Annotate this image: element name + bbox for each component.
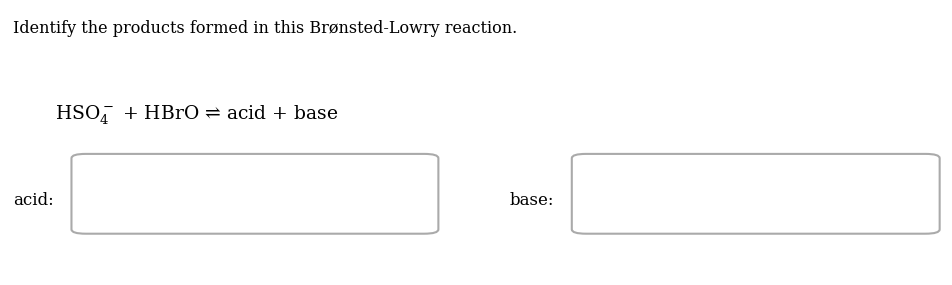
FancyBboxPatch shape xyxy=(571,154,939,234)
Text: Identify the products formed in this Brønsted-Lowry reaction.: Identify the products formed in this Brø… xyxy=(13,20,517,37)
FancyBboxPatch shape xyxy=(71,154,438,234)
Text: $\mathregular{HSO_4^-}$ + HBrO ⇌ acid + base: $\mathregular{HSO_4^-}$ + HBrO ⇌ acid + … xyxy=(55,103,338,125)
Text: acid:: acid: xyxy=(13,192,54,209)
Text: base:: base: xyxy=(509,192,554,209)
